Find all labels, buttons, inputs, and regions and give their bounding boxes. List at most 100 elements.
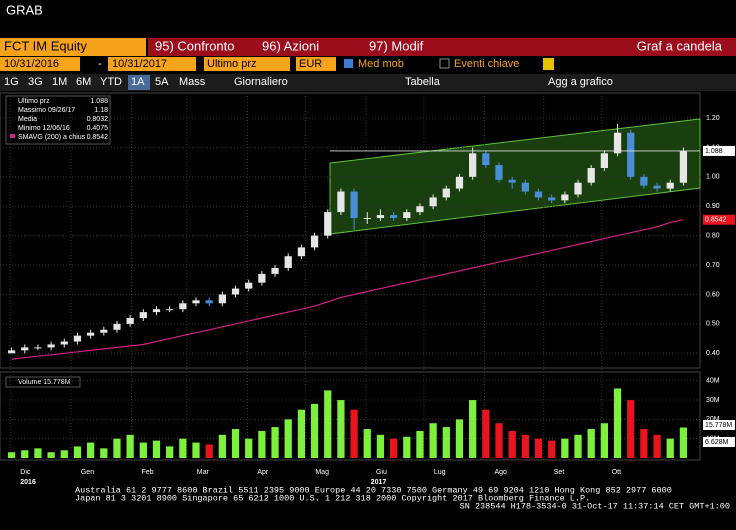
candle-body bbox=[60, 341, 68, 345]
volume-bar bbox=[284, 419, 292, 458]
menu-bar bbox=[148, 38, 736, 56]
y-tick-label: 0.70 bbox=[706, 262, 720, 269]
volume-bar bbox=[139, 442, 147, 458]
period-button[interactable]: YTD bbox=[100, 76, 122, 88]
menu-item[interactable]: 95) Confronto bbox=[155, 38, 235, 53]
sma-box bbox=[703, 214, 735, 225]
period-button[interactable]: 3G bbox=[28, 76, 43, 88]
candle-body bbox=[679, 150, 688, 183]
volume-bar bbox=[152, 440, 161, 458]
add-button[interactable]: Agg a grafico bbox=[548, 76, 613, 88]
candle-body bbox=[587, 168, 595, 183]
year-label: 2016 bbox=[20, 479, 36, 486]
moving-avg: Med mob bbox=[358, 58, 404, 70]
menu-item[interactable]: 96) Azioni bbox=[262, 38, 319, 53]
footer-line: Australia 61 2 9777 8600 Brazil 5511 239… bbox=[75, 485, 672, 495]
legend-value: 1.18 bbox=[94, 107, 108, 114]
sma-line bbox=[11, 219, 684, 360]
legend-label: Ultimo prz bbox=[18, 98, 50, 105]
volume-bar bbox=[7, 452, 16, 458]
candle-body bbox=[600, 153, 608, 168]
currency: EUR bbox=[299, 58, 322, 70]
legend-label: SMAVG (200) a chius bbox=[18, 134, 86, 141]
chart-type: Graf a candela bbox=[637, 38, 723, 53]
checkbox[interactable] bbox=[344, 59, 353, 68]
start-date: 10/31/2016 bbox=[4, 58, 59, 70]
candle-body bbox=[152, 309, 161, 313]
candle-body bbox=[376, 215, 385, 218]
volume-bar bbox=[508, 430, 516, 458]
volume-bar bbox=[100, 448, 108, 458]
volume-bar bbox=[469, 400, 477, 458]
candle-body bbox=[113, 323, 121, 330]
y-tick-label: 0.90 bbox=[706, 203, 720, 210]
footer-line: SN 238544 H178-3534-0 31-Oct-17 11:37:14… bbox=[460, 501, 730, 511]
volume-avg-label: 6.628M bbox=[705, 439, 729, 446]
volume-bar bbox=[271, 427, 279, 458]
period-button[interactable]: 1G bbox=[4, 76, 19, 88]
legend-label: Media bbox=[18, 116, 37, 123]
volume-bar bbox=[297, 409, 306, 458]
y-tick-label: 40M bbox=[706, 378, 720, 385]
frequency[interactable]: Giornaliero bbox=[234, 76, 288, 88]
date-field[interactable] bbox=[0, 57, 80, 71]
volume-bar bbox=[126, 434, 134, 458]
volume-bar bbox=[310, 403, 319, 458]
candle-body bbox=[87, 332, 95, 336]
candle-body bbox=[561, 194, 569, 201]
table-button[interactable]: Tabella bbox=[405, 76, 441, 88]
period-button[interactable]: Mass bbox=[179, 76, 206, 88]
period-button[interactable]: 5A bbox=[155, 76, 169, 88]
legend-value: 0.8032 bbox=[87, 116, 109, 123]
candle-body bbox=[126, 318, 134, 324]
candle-body bbox=[100, 329, 108, 333]
field: Ultimo prz bbox=[207, 58, 257, 70]
volume-legend-text: Volume 15.778M bbox=[18, 379, 71, 386]
x-tick-label: Giu bbox=[376, 469, 387, 476]
volume-bar bbox=[534, 438, 543, 458]
candle-body bbox=[548, 197, 556, 201]
field-select[interactable] bbox=[204, 57, 290, 71]
candle-body bbox=[218, 294, 226, 304]
x-tick-label: Mar bbox=[197, 469, 210, 476]
period-button[interactable]: 1M bbox=[52, 76, 67, 88]
candle-body bbox=[429, 197, 437, 207]
y-tick-label: 20M bbox=[706, 416, 720, 423]
info-icon[interactable] bbox=[543, 58, 554, 70]
candle-body bbox=[442, 188, 450, 198]
legend-label: Massimo 09/26/17 bbox=[18, 107, 75, 114]
date-field[interactable] bbox=[108, 57, 196, 71]
volume-bar bbox=[679, 427, 688, 458]
candle-body bbox=[245, 282, 253, 289]
candle-body bbox=[139, 312, 147, 318]
volume-legend bbox=[5, 376, 81, 388]
y-tick-label: 1.20 bbox=[706, 115, 720, 122]
menu-item[interactable]: 97) Modif bbox=[369, 38, 424, 53]
legend-swatch bbox=[10, 134, 15, 138]
volume-bar bbox=[561, 438, 569, 458]
candle-body bbox=[179, 303, 187, 310]
volume-bar bbox=[60, 450, 68, 458]
ticker: FCT IM Equity bbox=[4, 38, 87, 53]
period-button[interactable]: 1A bbox=[131, 76, 145, 88]
y-tick-label: 0.60 bbox=[706, 291, 720, 298]
candle-body bbox=[166, 309, 174, 311]
ticker-box[interactable] bbox=[0, 38, 146, 56]
x-tick-label: Feb bbox=[141, 469, 153, 476]
volume-bar bbox=[350, 409, 358, 458]
candle-body bbox=[482, 153, 490, 166]
window-title: GRAB bbox=[6, 2, 43, 17]
volume-bar bbox=[179, 438, 187, 458]
period-button[interactable]: 6M bbox=[76, 76, 91, 88]
candle-body bbox=[613, 132, 622, 154]
x-tick-label: Gen bbox=[81, 469, 94, 476]
checkbox[interactable] bbox=[439, 58, 450, 69]
volume-bar bbox=[245, 438, 253, 458]
sma-label: 0.8542 bbox=[705, 217, 727, 224]
currency-select[interactable] bbox=[296, 57, 336, 71]
volume-bar bbox=[600, 423, 608, 458]
volume-panel bbox=[0, 371, 701, 461]
candle-body bbox=[469, 153, 477, 177]
candle-body bbox=[324, 212, 332, 236]
